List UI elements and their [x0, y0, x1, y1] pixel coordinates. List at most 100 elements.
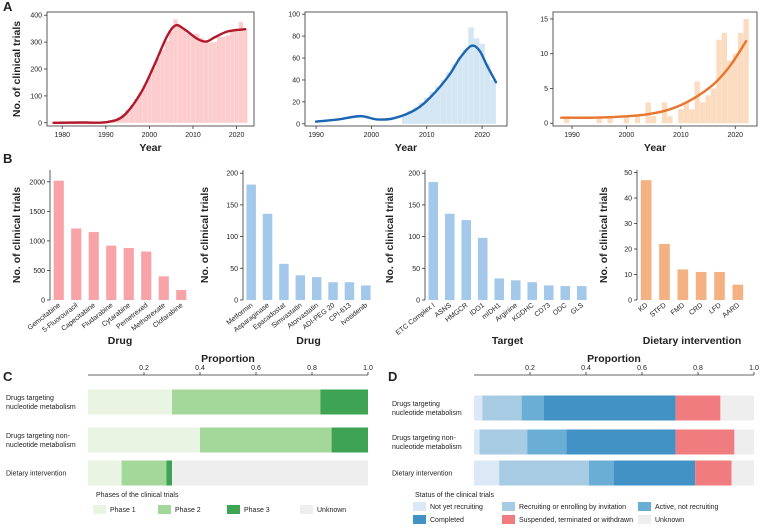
panel_d-legend-swatch: [413, 515, 426, 524]
a1-bar: [138, 92, 143, 123]
a3-xtick-label: 1990: [564, 132, 580, 139]
panel_c-legend-label: Unknown: [317, 507, 346, 514]
a3-frame: [552, 11, 758, 127]
a3-bar: [678, 109, 684, 124]
a3-bar: [634, 116, 640, 124]
panel_d-tick-label: 0.6: [637, 365, 647, 372]
a3-ytick-label: 5: [544, 86, 548, 93]
a1-bar: [221, 36, 226, 123]
panel_d-legend-title: Status of the clinical trials: [415, 492, 494, 499]
b4-bar: [677, 269, 689, 300]
a2-ytick-label: 0: [296, 121, 300, 128]
panel_c-segment: [166, 460, 172, 486]
a3-bar: [645, 102, 651, 124]
panel_c-segment: [88, 427, 200, 453]
b4-ytick-label: 30: [624, 221, 632, 228]
b2-bar: [279, 263, 289, 300]
b4-category-label: STFD: [649, 302, 668, 319]
panel_c-row-label: Drugs targeting non-: [6, 433, 70, 440]
b3-bar: [560, 286, 571, 300]
a1-bar: [155, 58, 161, 123]
a2-bar: [418, 102, 424, 124]
chart-a3-trials-per-year: 1990 2000 2010 2020 0 5 10 15 Year: [540, 11, 758, 154]
a1-bar: [177, 25, 183, 123]
panel_c-axis-title: Proportion: [201, 353, 255, 365]
panel_c-segment: [200, 427, 332, 453]
b4-y-axis-title: No. of clinical trials: [598, 187, 610, 283]
a3-ytick-label: 0: [544, 121, 548, 128]
panel_d-row-label: Dietary intervention: [392, 471, 452, 478]
a1-ytick-label: 0: [38, 120, 42, 127]
b2-bar: [262, 213, 273, 300]
panel_c-legend-label: Phase 2: [175, 507, 201, 514]
b3-bar: [576, 286, 587, 300]
a2-bar: [446, 72, 452, 124]
a1-bar: [182, 30, 187, 123]
a1-bar: [173, 19, 178, 123]
a3-bar: [705, 95, 711, 124]
b2-ytick-label: 100: [226, 234, 238, 241]
a1-bar: [160, 49, 165, 123]
a1-bar: [238, 21, 244, 123]
a2-ytick-label: 60: [292, 56, 300, 63]
b3-bar: [444, 213, 455, 300]
panel-label-b: B: [3, 151, 12, 166]
panel-label-a: A: [3, 0, 13, 14]
b1-bar: [88, 232, 99, 300]
panel_c-row-label: Dietary intervention: [6, 471, 66, 478]
a2-bar: [457, 56, 463, 124]
a2-xtick-label: 2020: [474, 132, 490, 139]
a3-bar: [596, 116, 602, 124]
a1-bar: [151, 67, 156, 123]
panel_d-segment: [521, 395, 544, 421]
a1-xtick-label: 1990: [98, 132, 114, 139]
a3-xtick-label: 2000: [619, 132, 635, 139]
a1-bar: [121, 114, 126, 123]
a1-bar: [212, 42, 217, 123]
b3-ytick-label: 50: [412, 266, 420, 273]
panel_c-tick-label: 0.2: [139, 365, 149, 372]
a2-x-axis-title: Year: [395, 142, 417, 154]
b1-bar: [71, 228, 82, 300]
panel_c-segment: [331, 427, 368, 453]
a2-bar: [473, 38, 480, 124]
panel_d-segment: [731, 460, 754, 486]
b2-bar: [344, 282, 355, 300]
a3-bar: [623, 116, 630, 124]
a2-bar: [490, 79, 496, 124]
panel_d-segment: [527, 429, 567, 455]
a2-bar: [429, 92, 435, 124]
b4-bar: [695, 271, 707, 300]
b2-bar: [361, 285, 371, 300]
panel_d-row-label: nucleotide metabolism: [392, 410, 462, 417]
b3-bar: [510, 280, 521, 300]
panel_d-legend-swatch: [502, 502, 515, 511]
a1-bar: [134, 99, 139, 123]
b1-ytick-label: 1500: [29, 209, 45, 216]
b3-category-label: GLS: [570, 302, 586, 316]
panel_c-legend-swatch: [93, 505, 106, 514]
b3-ytick-label: 200: [408, 171, 420, 178]
panel_d-row-label: Drugs targeting non-: [392, 435, 456, 442]
panel_d-legend-label: Recruiting or enrolling by invitation: [519, 504, 626, 511]
panel_c-row-label: nucleotide metabolism: [6, 404, 76, 411]
b3-bar: [494, 278, 505, 300]
a1-ytick-label: 100: [30, 93, 42, 100]
a3-ytick-label: 10: [540, 51, 548, 58]
a1-bar: [164, 40, 169, 123]
a3-bar: [563, 116, 570, 124]
a3-bar: [732, 53, 738, 124]
a3-xtick-label: 2020: [727, 132, 743, 139]
a2-bar: [412, 107, 419, 124]
b4-bar: [732, 284, 744, 300]
chart-a1-trials-per-year: 1980 1990 2000 2010 2020 0 100 200 300 400 Year No.…: [11, 11, 255, 154]
panel_c-segment: [121, 460, 167, 486]
panel_d-tick-label: 0.8: [693, 365, 703, 372]
b3-category-label: ETC Complex I: [395, 302, 437, 337]
a3-bar: [689, 109, 695, 124]
a3-bar: [699, 102, 706, 124]
a1-xtick-label: 2000: [142, 132, 158, 139]
